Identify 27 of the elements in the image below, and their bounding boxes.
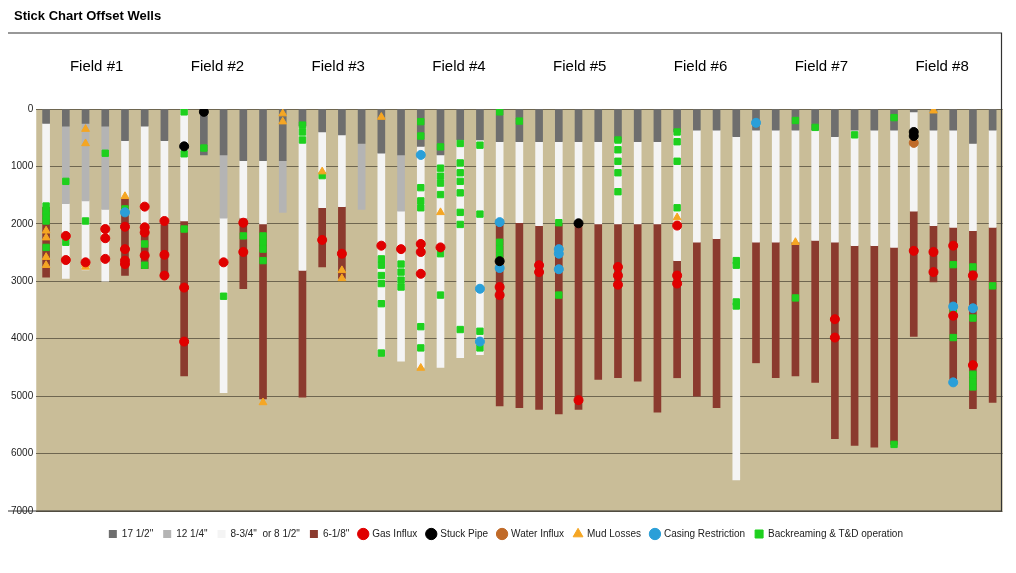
legend-label: 8-3/4" or 8 1/2" (230, 527, 301, 539)
legend-label: Water Influx (511, 527, 565, 539)
y-tick-label: 3000 (11, 275, 34, 287)
legend-label: Casing Restriction (663, 527, 746, 539)
text: Field #4 (432, 57, 486, 75)
text: Field #8 (915, 57, 969, 75)
y-tick-label: 0 (27, 102, 34, 114)
text: Field #2 (190, 57, 245, 75)
y-tick-label: 7000 (11, 504, 34, 516)
y-tick-label: 4000 (11, 332, 34, 344)
text: Field #1 (69, 57, 124, 75)
legend-label: Stuck Pipe (440, 527, 489, 539)
text: Field #3 (311, 57, 365, 75)
legend-label: Mud Losses (587, 527, 641, 539)
text: Field #6 (673, 57, 728, 75)
legend-label: 17 1/2" (121, 527, 154, 539)
y-tick-label: 1000 (11, 160, 34, 172)
legend-label: Gas Influx (372, 527, 418, 539)
legend-label: 12 1/4" (176, 527, 208, 539)
chart-title: Stick Chart Offset Wells (14, 8, 163, 23)
y-tick-label: 5000 (11, 389, 34, 401)
legend-label: Backreaming & T&D operation (768, 527, 903, 539)
y-tick-label: 2000 (11, 217, 34, 229)
text: Field #7 (794, 57, 849, 75)
legend-label: 6-1/8" (322, 527, 350, 539)
text: Field #5 (553, 57, 607, 75)
y-tick-label: 6000 (11, 447, 34, 459)
